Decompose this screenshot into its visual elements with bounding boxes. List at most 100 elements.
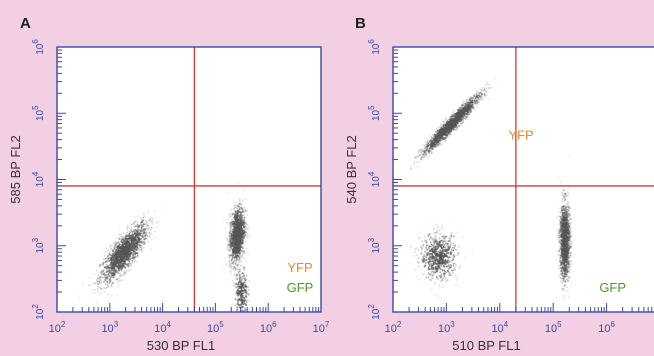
data-point bbox=[430, 272, 432, 275]
data-point bbox=[417, 236, 420, 239]
data-point bbox=[434, 146, 436, 148]
data-point bbox=[241, 219, 243, 222]
data-point bbox=[421, 240, 424, 243]
data-point bbox=[140, 232, 143, 234]
data-point bbox=[107, 273, 110, 275]
data-point bbox=[423, 255, 426, 258]
data-point bbox=[428, 149, 430, 151]
data-point bbox=[108, 253, 111, 256]
data-point bbox=[437, 278, 439, 280]
data-point bbox=[455, 113, 457, 115]
data-point bbox=[455, 118, 458, 120]
data-point bbox=[425, 145, 428, 148]
data-point bbox=[114, 250, 117, 252]
data-point bbox=[441, 252, 443, 255]
data-point bbox=[435, 134, 437, 137]
data-point bbox=[117, 261, 119, 264]
data-point bbox=[436, 245, 439, 248]
data-point bbox=[144, 234, 147, 236]
data-point bbox=[129, 262, 132, 265]
data-point bbox=[473, 99, 475, 102]
y-tick-exponent: 4 bbox=[31, 171, 40, 176]
data-point bbox=[485, 80, 487, 83]
data-point bbox=[236, 233, 238, 235]
data-point bbox=[450, 265, 452, 267]
data-point bbox=[240, 299, 242, 302]
data-point bbox=[128, 254, 130, 257]
data-point bbox=[445, 135, 448, 138]
data-point bbox=[464, 107, 467, 109]
data-point bbox=[236, 209, 239, 212]
data-point bbox=[431, 152, 433, 154]
x-tick-base: 10 bbox=[260, 323, 272, 335]
data-point bbox=[439, 138, 441, 141]
data-point bbox=[118, 247, 121, 249]
data-point bbox=[139, 224, 141, 226]
data-point bbox=[432, 261, 435, 263]
data-point bbox=[107, 266, 110, 268]
data-point bbox=[101, 271, 104, 273]
data-point bbox=[126, 249, 128, 252]
data-point bbox=[113, 274, 116, 276]
data-point bbox=[471, 101, 474, 104]
data-point bbox=[125, 242, 128, 245]
data-point bbox=[126, 256, 129, 259]
data-point bbox=[124, 249, 126, 251]
data-point bbox=[561, 205, 563, 208]
data-point bbox=[240, 208, 243, 210]
data-point bbox=[234, 266, 236, 269]
data-point bbox=[240, 283, 243, 286]
data-point bbox=[241, 250, 243, 252]
data-point bbox=[125, 234, 127, 237]
data-point bbox=[243, 237, 245, 239]
data-point bbox=[449, 246, 451, 248]
data-point bbox=[108, 267, 110, 270]
data-point bbox=[133, 215, 136, 218]
data-point bbox=[236, 294, 239, 296]
data-point bbox=[143, 232, 146, 234]
data-point bbox=[446, 134, 448, 136]
data-point bbox=[125, 237, 128, 239]
data-point bbox=[229, 237, 231, 240]
data-point bbox=[558, 274, 560, 277]
data-point bbox=[449, 133, 452, 135]
data-point bbox=[446, 262, 449, 264]
data-point bbox=[129, 234, 132, 237]
data-point bbox=[428, 141, 431, 143]
data-point bbox=[426, 143, 428, 146]
data-point bbox=[452, 121, 454, 123]
data-point bbox=[465, 103, 468, 105]
data-point bbox=[229, 239, 232, 241]
data-point bbox=[242, 232, 245, 234]
data-point bbox=[242, 223, 245, 225]
data-point bbox=[235, 220, 238, 223]
data-point bbox=[111, 249, 114, 251]
data-point bbox=[242, 214, 245, 216]
data-point bbox=[123, 273, 125, 276]
data-point bbox=[444, 246, 446, 249]
data-point bbox=[421, 150, 424, 152]
data-point bbox=[142, 217, 144, 219]
data-point bbox=[143, 241, 145, 244]
data-point bbox=[133, 246, 135, 249]
data-points bbox=[409, 64, 576, 301]
data-point bbox=[449, 238, 451, 240]
data-point bbox=[135, 256, 137, 259]
data-point bbox=[453, 126, 455, 129]
data-point bbox=[123, 256, 126, 258]
data-point bbox=[130, 252, 132, 255]
data-point bbox=[128, 239, 131, 242]
data-point bbox=[435, 257, 437, 259]
data-point bbox=[430, 136, 433, 139]
data-point bbox=[424, 265, 426, 268]
data-point bbox=[478, 95, 480, 97]
data-point bbox=[443, 138, 446, 141]
data-point bbox=[242, 208, 244, 210]
data-point bbox=[453, 129, 456, 131]
data-point bbox=[242, 236, 245, 238]
data-point bbox=[139, 229, 142, 232]
data-point bbox=[235, 276, 238, 278]
data-point bbox=[235, 210, 238, 213]
data-point bbox=[433, 249, 436, 251]
data-point bbox=[112, 275, 115, 277]
